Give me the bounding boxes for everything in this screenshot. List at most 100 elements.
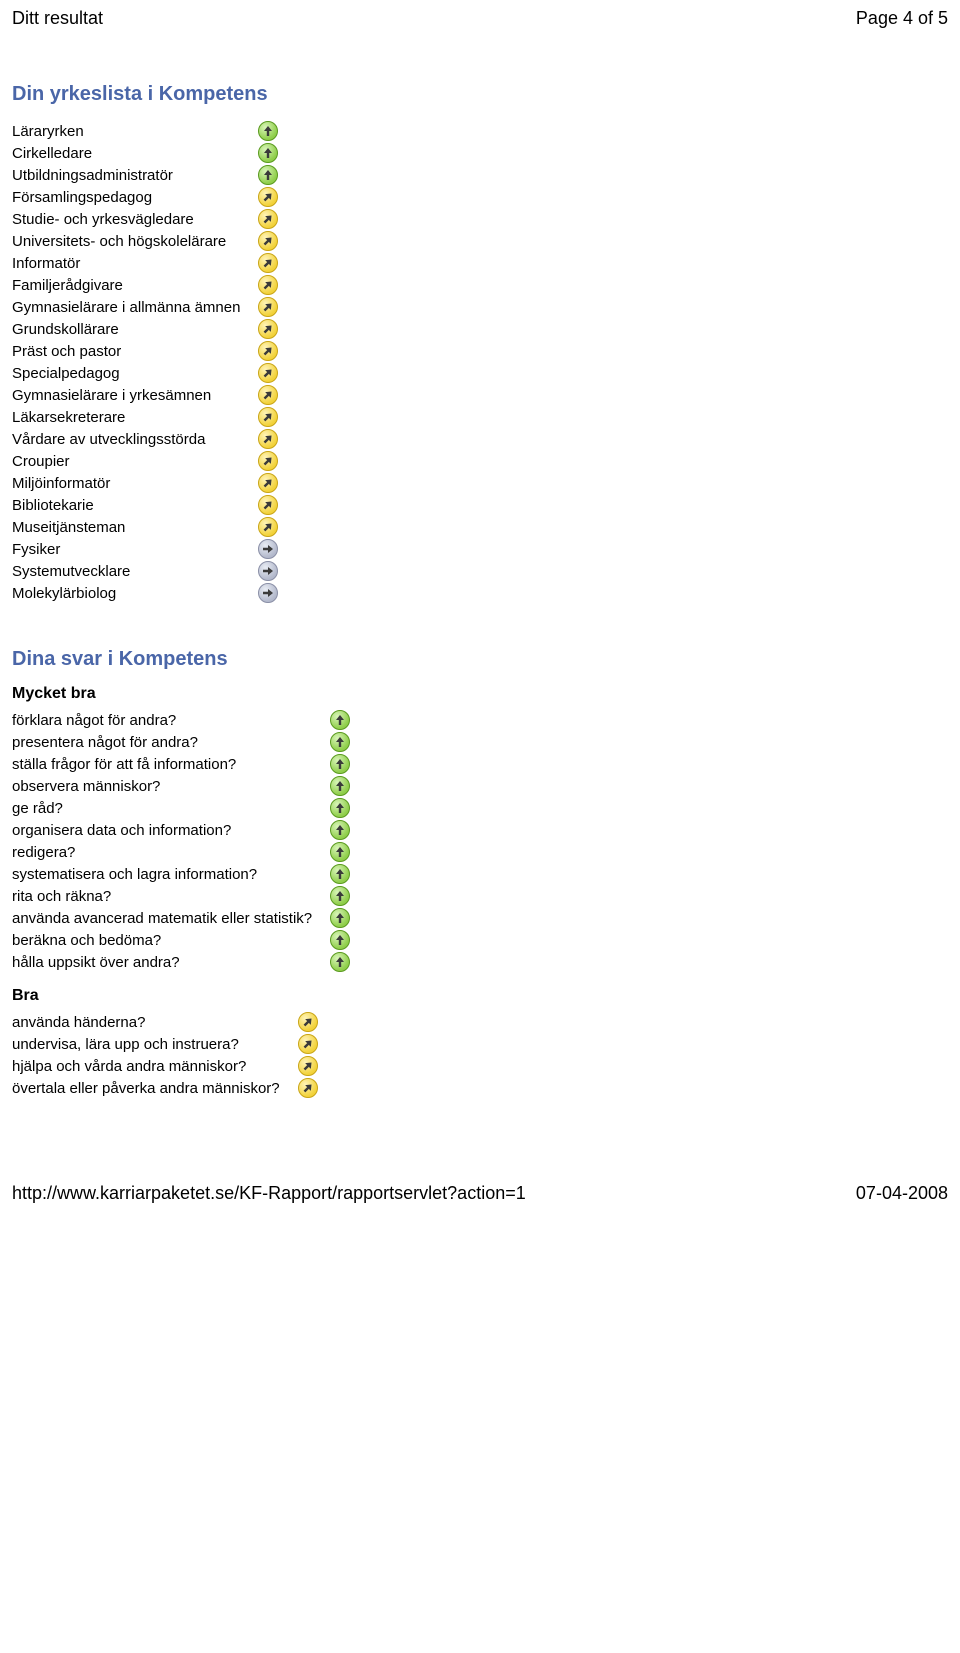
arrow-up-icon [330,776,350,796]
item-icon-cell [258,428,278,450]
arrow-up-icon [330,732,350,752]
group-heading: Mycket bra [12,685,948,703]
arrow-up-icon [330,754,350,774]
list-item: Molekylärbiolog [12,582,278,604]
item-label: observera människor? [12,775,330,797]
arrow-up-icon [258,121,278,141]
footer-url: http://www.karriarpaketet.se/KF-Rapport/… [12,1183,526,1204]
arrow-diagonal-icon [258,297,278,317]
item-icon-cell [330,885,350,907]
item-label: Läraryrken [12,120,258,142]
item-icon-cell [330,929,350,951]
arrow-right-icon [258,561,278,581]
list-item: övertala eller påverka andra människor? [12,1077,318,1099]
yrkes-list: Läraryrken Cirkelledare Utbildningsadmin… [12,120,278,604]
section-title: Din yrkeslista i Kompetens [12,83,948,106]
svar-groups: Mycket bra förklara något för andra? pre… [12,685,948,1099]
item-icon-cell [258,164,278,186]
arrow-diagonal-icon [258,187,278,207]
arrow-up-icon [330,908,350,928]
list-item: undervisa, lära upp och instruera? [12,1033,318,1055]
item-label: Församlingspedagog [12,186,258,208]
item-icon-cell [330,753,350,775]
item-icon-cell [298,1055,318,1077]
arrow-diagonal-icon [258,407,278,427]
item-label: Gymnasielärare i yrkesämnen [12,384,258,406]
item-icon-cell [330,775,350,797]
item-label: Cirkelledare [12,142,258,164]
item-icon-cell [258,318,278,340]
item-label: Utbildningsadministratör [12,164,258,186]
arrow-diagonal-icon [258,319,278,339]
arrow-diagonal-icon [298,1056,318,1076]
list-item: Präst och pastor [12,340,278,362]
list-item: hjälpa och vårda andra människor? [12,1055,318,1077]
item-label: hålla uppsikt över andra? [12,951,330,973]
item-icon-cell [330,863,350,885]
item-icon-cell [330,951,350,973]
item-icon-cell [258,472,278,494]
arrow-diagonal-icon [258,495,278,515]
page-indicator: Page 4 of 5 [856,8,948,29]
item-icon-cell [298,1077,318,1099]
arrow-up-icon [330,952,350,972]
item-icon-cell [258,494,278,516]
item-icon-cell [258,296,278,318]
arrow-diagonal-icon [258,363,278,383]
arrow-diagonal-icon [258,253,278,273]
arrow-diagonal-icon [258,275,278,295]
arrow-up-icon [330,710,350,730]
list-item: Vårdare av utvecklingsstörda [12,428,278,450]
list-item: organisera data och information? [12,819,350,841]
item-label: använda händerna? [12,1011,298,1033]
list-item: Gymnasielärare i yrkesämnen [12,384,278,406]
arrow-diagonal-icon [258,231,278,251]
item-label: organisera data och information? [12,819,330,841]
list-item: Gymnasielärare i allmänna ämnen [12,296,278,318]
list-item: Informatör [12,252,278,274]
arrow-up-icon [330,798,350,818]
list-item: använda händerna? [12,1011,318,1033]
arrow-up-icon [330,930,350,950]
arrow-diagonal-icon [258,517,278,537]
list-item: Familjerådgivare [12,274,278,296]
list-item: Bibliotekarie [12,494,278,516]
arrow-diagonal-icon [258,451,278,471]
item-label: övertala eller påverka andra människor? [12,1077,298,1099]
item-icon-cell [258,538,278,560]
item-icon-cell [298,1033,318,1055]
item-icon-cell [330,907,350,929]
arrow-up-icon [258,143,278,163]
section-title: Dina svar i Kompetens [12,648,948,671]
item-label: rita och räkna? [12,885,330,907]
item-label: Grundskollärare [12,318,258,340]
item-icon-cell [258,362,278,384]
arrow-diagonal-icon [258,473,278,493]
arrow-diagonal-icon [258,429,278,449]
list-item: Studie- och yrkesvägledare [12,208,278,230]
section-svar: Dina svar i Kompetens Mycket bra förklar… [12,648,948,1099]
arrow-diagonal-icon [258,209,278,229]
item-icon-cell [258,252,278,274]
item-icon-cell [330,731,350,753]
item-icon-cell [258,582,278,604]
item-icon-cell [258,450,278,472]
item-label: Studie- och yrkesvägledare [12,208,258,230]
list-item: Fysiker [12,538,278,560]
item-label: Vårdare av utvecklingsstörda [12,428,258,450]
item-label: hjälpa och vårda andra människor? [12,1055,298,1077]
item-icon-cell [258,340,278,362]
item-icon-cell [258,274,278,296]
item-icon-cell [258,208,278,230]
item-label: presentera något för andra? [12,731,330,753]
item-label: Gymnasielärare i allmänna ämnen [12,296,258,318]
list-item: Systemutvecklare [12,560,278,582]
group-heading: Bra [12,987,948,1005]
item-label: Systemutvecklare [12,560,258,582]
item-icon-cell [330,797,350,819]
list-item: Läraryrken [12,120,278,142]
arrow-up-icon [330,864,350,884]
item-icon-cell [258,406,278,428]
arrow-right-icon [258,539,278,559]
list-item: rita och räkna? [12,885,350,907]
